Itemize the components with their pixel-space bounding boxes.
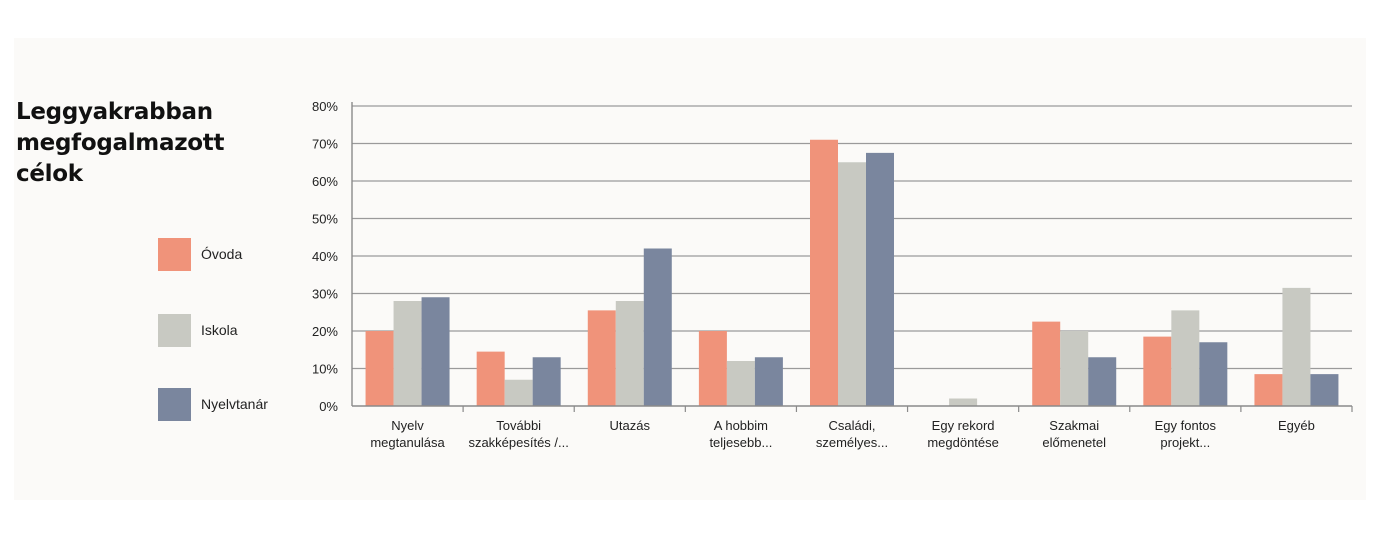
axes xyxy=(351,102,1353,412)
x-tick-label-line: Szakmai xyxy=(1049,418,1099,433)
bar-group xyxy=(365,139,1339,406)
x-tick-label: A hobbim teljesebb... xyxy=(709,418,772,450)
x-tick-label-line: További xyxy=(496,418,541,433)
legend-label-nyelvtanar: Nyelvtanár xyxy=(201,396,268,412)
bar xyxy=(866,152,894,406)
bar xyxy=(365,331,394,406)
x-tick-label: További szakképesítés /... xyxy=(468,418,568,450)
legend-swatch-ovoda xyxy=(158,238,191,271)
bar xyxy=(393,301,422,406)
y-tick-label: 70% xyxy=(312,137,338,152)
chart-title-line-2: megfogalmazott xyxy=(16,130,225,156)
bar xyxy=(532,357,561,406)
bar xyxy=(1171,310,1200,406)
x-tick-label-line: projekt... xyxy=(1160,435,1210,450)
x-tick-label-line: megdöntése xyxy=(927,435,999,450)
x-tick-label: Egyéb xyxy=(1278,418,1315,433)
bar xyxy=(1143,336,1172,406)
bar xyxy=(643,248,672,406)
x-tick-labels: Nyelv megtanulása További szakképesítés /..… xyxy=(370,418,1315,450)
chart-title-line-1: Leggyakrabban xyxy=(16,99,213,125)
bar xyxy=(587,310,616,406)
chart-panel xyxy=(14,38,1366,500)
y-tick-label: 40% xyxy=(312,249,338,264)
x-tick-label-line: előmenetel xyxy=(1042,435,1106,450)
bar xyxy=(1310,374,1339,406)
bar xyxy=(476,351,505,406)
bar xyxy=(1088,357,1117,406)
x-tick-label-line: Egyéb xyxy=(1278,418,1315,433)
x-tick-label-line: személyes... xyxy=(816,435,888,450)
x-tick-label-line: teljesebb... xyxy=(709,435,772,450)
bar xyxy=(810,139,838,406)
y-tick-label: 0% xyxy=(319,399,338,414)
bar xyxy=(1060,331,1089,406)
x-tick-label-line: Utazás xyxy=(610,418,651,433)
bar xyxy=(1282,287,1311,406)
x-tick-label-line: megtanulása xyxy=(370,435,445,450)
y-tick-label: 60% xyxy=(312,174,338,189)
x-tick-label: Szakmai előmenetel xyxy=(1042,418,1106,450)
x-tick-label: Családi, személyes... xyxy=(816,418,888,450)
x-tick-label: Nyelv megtanulása xyxy=(370,418,445,450)
bar xyxy=(504,379,533,406)
y-tick-labels: 0% 10% 20% 30% 40% 50% 60% 70% 80% xyxy=(312,99,338,414)
x-tick-label-line: Egy fontos xyxy=(1155,418,1217,433)
x-tick-label-line: Egy rekord xyxy=(932,418,995,433)
legend-swatch-nyelvtanar xyxy=(158,388,191,421)
bar xyxy=(1254,374,1283,406)
y-tick-label: 30% xyxy=(312,287,338,302)
legend-swatch-iskola xyxy=(158,314,191,347)
bar xyxy=(949,398,978,406)
bar xyxy=(754,357,783,406)
bar xyxy=(838,162,866,406)
y-tick-label: 20% xyxy=(312,324,338,339)
x-tick-label: Utazás xyxy=(610,418,651,433)
legend-label-iskola: Iskola xyxy=(201,322,238,338)
bar xyxy=(615,301,644,406)
bar xyxy=(726,361,755,406)
x-tick-label-line: szakképesítés /... xyxy=(468,435,568,450)
bar xyxy=(1032,321,1061,406)
x-tick-label-line: Családi, xyxy=(829,418,876,433)
chart-title: Leggyakrabban megfogalmazott célok xyxy=(16,97,276,190)
bar xyxy=(1199,342,1228,406)
x-tick-label-line: A hobbim xyxy=(714,418,768,433)
chart-title-line-3: célok xyxy=(16,161,83,187)
bar xyxy=(421,297,450,406)
x-tick-label-line: Nyelv xyxy=(391,418,424,433)
x-tick-label: Egy rekord megdöntése xyxy=(927,418,999,450)
y-tick-label: 80% xyxy=(312,99,338,114)
y-tick-label: 50% xyxy=(312,212,338,227)
bar xyxy=(698,331,727,406)
legend-label-ovoda: Óvoda xyxy=(201,246,243,262)
x-tick-label: Egy fontos projekt... xyxy=(1155,418,1217,450)
y-tick-label: 10% xyxy=(312,362,338,377)
